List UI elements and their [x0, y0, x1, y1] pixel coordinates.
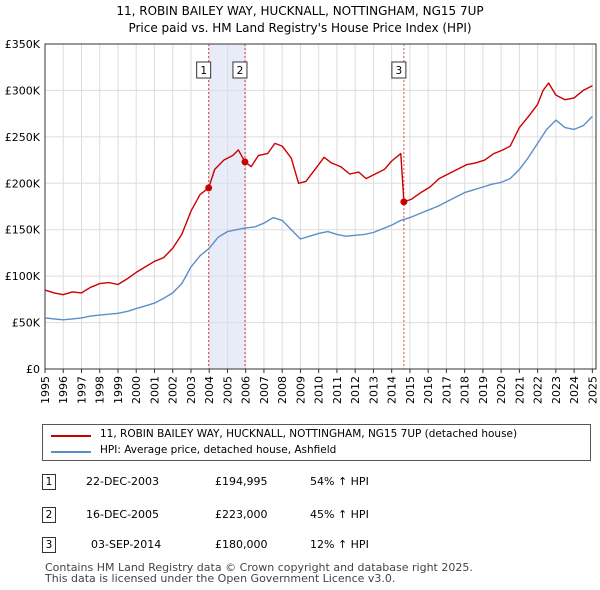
x-tick-label: 2000: [130, 376, 143, 404]
transaction-badge: 2: [42, 507, 56, 523]
x-tick-label: 2014: [386, 376, 399, 404]
x-tick-label: 2019: [477, 376, 490, 404]
transaction-hpi: 45% ↑ HPI: [310, 508, 369, 521]
x-tick-label: 2001: [148, 376, 161, 404]
x-tick-label: 2017: [440, 376, 453, 404]
x-tick-label: 1996: [57, 376, 70, 404]
transaction-badge: 1: [42, 474, 56, 490]
y-tick-label: £150K: [5, 224, 41, 237]
sale-badge: [391, 61, 407, 79]
y-tick-label: £250K: [5, 131, 41, 144]
transaction-hpi: 12% ↑ HPI: [310, 538, 369, 551]
x-tick-label: 2013: [367, 376, 380, 404]
transaction-badge: 3: [42, 537, 56, 553]
sale-badge: [232, 61, 248, 79]
x-tick-label: 2021: [513, 376, 526, 404]
x-tick-label: 2004: [203, 376, 216, 404]
legend-swatch-hpi: [51, 451, 91, 453]
x-tick-label: 2025: [586, 376, 599, 404]
transaction-price: £180,000: [215, 538, 268, 551]
legend-label-hpi: HPI: Average price, detached house, Ashf…: [100, 444, 337, 456]
x-tick-label: 2002: [167, 376, 180, 404]
x-tick-label: 2010: [313, 376, 326, 404]
sale-badge-label: 1: [200, 65, 207, 77]
sale-point: [241, 158, 249, 166]
x-tick-label: 2006: [240, 376, 253, 404]
x-tick-label: 2022: [532, 376, 545, 404]
y-tick-label: £300K: [5, 84, 41, 97]
y-tick-label: £100K: [5, 270, 41, 283]
x-tick-label: 2005: [221, 376, 234, 404]
chart-subtitle: Price paid vs. HM Land Registry's House …: [128, 21, 472, 35]
legend-label-property: 11, ROBIN BAILEY WAY, HUCKNALL, NOTTINGH…: [100, 428, 518, 440]
price-chart: £0 £50K £100K £150K £200K £250K £300K £350K 1995…: [5, 38, 600, 404]
x-tick-label: 2024: [568, 376, 581, 404]
footer-license: This data is licensed under the Open Gov…: [45, 572, 396, 585]
x-tick-label: 2016: [422, 376, 435, 404]
sale-point: [205, 184, 213, 192]
y-tick-label: £0: [26, 363, 40, 376]
sale-badge-label: 2: [237, 65, 244, 77]
transaction-date: 22-DEC-2003: [86, 475, 160, 488]
series-line-property: [44, 82, 593, 296]
y-tick-label: £50K: [12, 317, 41, 330]
x-tick-label: 1997: [75, 376, 88, 404]
transaction-price: £223,000: [215, 508, 268, 521]
x-tick-label: 2003: [185, 376, 198, 404]
footer-copyright: Contains HM Land Registry data © Crown c…: [45, 561, 473, 574]
x-tick-label: 2023: [550, 376, 563, 404]
x-tick-label: 2011: [331, 376, 344, 404]
legend-swatch-property: [51, 435, 91, 437]
y-tick-label: £350K: [5, 38, 41, 51]
x-tick-label: 2012: [349, 376, 362, 404]
transaction-hpi: 54% ↑ HPI: [310, 475, 369, 488]
transaction-date: 03-SEP-2014: [91, 538, 162, 551]
x-tick-label: 2008: [276, 376, 289, 404]
x-tick-label: 2015: [404, 376, 417, 404]
x-tick-label: 2020: [495, 376, 508, 404]
x-tick-label: 1995: [39, 376, 52, 404]
transaction-price: £194,995: [215, 475, 268, 488]
x-tick-label: 2009: [294, 376, 307, 404]
chart-title: 11, ROBIN BAILEY WAY, HUCKNALL, NOTTINGH…: [116, 4, 484, 18]
sale-badge: [196, 61, 212, 79]
y-tick-label: £200K: [5, 177, 41, 190]
shaded-period: [208, 44, 245, 369]
plot-frame: [44, 43, 597, 370]
sale-point: [400, 198, 408, 206]
x-tick-label: 1999: [112, 376, 125, 404]
chart-legend: 11, ROBIN BAILEY WAY, HUCKNALL, NOTTINGH…: [42, 424, 591, 461]
series-line-hpi: [44, 115, 593, 321]
sale-badge-label: 3: [396, 65, 403, 77]
x-tick-label: 1998: [94, 376, 107, 404]
x-tick-label: 2007: [258, 376, 271, 404]
x-tick-label: 2018: [459, 376, 472, 404]
transaction-date: 16-DEC-2005: [86, 508, 160, 521]
